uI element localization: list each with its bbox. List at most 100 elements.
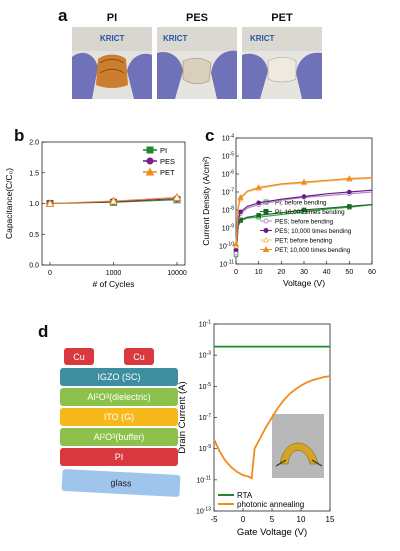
al2o3-buffer-layer: Al 2 O 3 (buffer): [60, 428, 178, 446]
igzo-layer: IGZO (SC): [60, 368, 178, 386]
chart-c-legend-label: PI; before bending: [275, 200, 327, 207]
chart-c-point: [301, 207, 307, 213]
photo-pet-bending: KRICT: [242, 27, 322, 99]
chart-c-ytick-label: 10-6: [222, 170, 234, 179]
chart-d-series-line: [213, 375, 331, 480]
chart-b-xtick-label: 1000: [106, 270, 122, 277]
chart-b-legend-label: PI: [160, 146, 167, 155]
chart-b-ytick-label: 0.0: [29, 263, 39, 270]
device-stack-diagram: Cu Cu IGZO (SC) Al 2 O 3 (dielectric) ITO (…: [60, 348, 190, 518]
pi-substrate-layer: PI: [60, 448, 178, 466]
chart-c-ylabel: Current Density (A/cm²): [201, 156, 211, 245]
panel-c-label: c: [205, 126, 215, 145]
al2o3-dielectric-layer: Al 2 O 3 (dielectric): [60, 388, 178, 406]
chart-d-ytick-label: 10-1: [199, 320, 211, 329]
chart-d-xtick-label: -5: [210, 515, 218, 524]
krict-logo-pes: KRICT: [163, 34, 188, 43]
chart-c-point: [256, 200, 261, 206]
chart-c-current-density: 10-11 10-10 10-9 10-8 10-7 10-6 10-5 10-4 0 10 20 3…: [201, 134, 376, 289]
chart-c-series-line: [235, 204, 373, 256]
photo-title-pi: PI: [106, 12, 118, 24]
chart-d-legend-label: RTA: [237, 491, 253, 500]
chart-b-ytick-label: 1.5: [29, 170, 39, 177]
chart-d-legend-label: photonic annealing: [237, 500, 304, 509]
chart-c-point: [233, 247, 239, 252]
chart-b-legend-label: PES: [160, 157, 175, 166]
cu-contact-left: Cu: [64, 348, 94, 365]
chart-b-legend-marker: [145, 167, 155, 176]
chart-c-xtick-label: 10: [255, 269, 263, 276]
photo-title-pes: PES: [185, 12, 208, 24]
chart-c-legend-label: PI; 10,000 times bending: [275, 209, 345, 216]
chart-c-point: [346, 175, 353, 181]
chart-c-ytick-label: 10-7: [222, 188, 234, 197]
chart-c-legend-label: PES; 10,000 times bending: [275, 228, 352, 235]
chart-c-xtick-label: 30: [300, 269, 308, 276]
chart-b-ytick-label: 1.0: [29, 201, 39, 208]
chart-b-ytick-label: 0.5: [29, 232, 39, 239]
chart-c-point: [233, 250, 239, 256]
chart-c-xtick-label: 20: [277, 269, 285, 276]
panel-b-label: b: [14, 126, 25, 145]
chart-b-xtick-label: 0: [48, 270, 52, 277]
chart-b-xtick-label: 10000: [167, 270, 187, 277]
chart-c-point: [347, 189, 352, 195]
chart-c-legend-marker: [262, 236, 270, 243]
chart-c-legend-marker: [262, 245, 270, 252]
chart-b-ylabel: Capacitance(C/C₀): [4, 168, 14, 239]
chart-c-legend-marker: [263, 218, 269, 224]
chart-c-ytick-label: 10-4: [222, 134, 234, 143]
chart-c-ytick-label: 10-10: [219, 242, 234, 251]
chart-d-ytick-label: 10-11: [196, 475, 211, 484]
krict-logo-pi: KRICT: [100, 34, 125, 43]
chart-b-legend-marker: [146, 157, 154, 165]
glass-label: glass: [110, 477, 132, 489]
chart-d-ytick-label: 10-9: [199, 444, 211, 453]
chart-b-legend-label: PET: [160, 168, 175, 177]
cu-contact-right: Cu: [124, 348, 154, 365]
chart-d-xtick-label: 15: [326, 515, 335, 524]
chart-d-ylabel: Drain Current (A): [177, 381, 188, 453]
chart-c-legend-label: PET; 10,000 times bending: [275, 247, 351, 254]
chart-c-legend-marker: [263, 209, 269, 214]
chart-d-ytick-label: 10-7: [199, 413, 211, 422]
chart-c-series-line: [235, 177, 373, 245]
chart-d-xtick-label: 0: [241, 515, 246, 524]
chart-b-ytick-label: 2.0: [29, 140, 39, 147]
chart-c-point: [237, 194, 244, 200]
chart-c-point: [232, 240, 240, 247]
chart-c-point: [256, 213, 261, 218]
chart-c-point: [255, 184, 262, 190]
chart-b-point: [109, 196, 118, 205]
chart-c-ytick-label: 10-8: [222, 206, 234, 215]
chart-c-xtick-label: 50: [345, 269, 353, 276]
chart-c-ytick-label: 10-5: [222, 152, 234, 161]
chart-c-point: [301, 194, 307, 199]
chart-c-point: [347, 204, 352, 209]
chart-c-xtick-label: 60: [368, 269, 376, 276]
chart-b-point: [172, 192, 182, 201]
glass-substrate: glass: [61, 468, 181, 498]
chart-d-ytick-label: 10-13: [196, 507, 211, 516]
ito-gate-layer: ITO (G): [60, 408, 178, 426]
chart-b-legend-marker: [146, 146, 154, 154]
chart-c-ytick-label: 10-11: [219, 260, 234, 269]
chart-c-xtick-label: 40: [323, 269, 331, 276]
photo-pi-bending: KRICT: [72, 27, 152, 99]
inset-probe-left: [275, 459, 287, 467]
chart-d-ytick-label: 10-3: [199, 351, 211, 360]
chart-c-xlabel: Voltage (V): [283, 278, 325, 288]
inset-photo-bent-device: [272, 414, 324, 478]
chart-d-xlabel: Gate Voltage (V): [237, 527, 307, 538]
chart-b-xlabel: # of Cycles: [92, 279, 134, 289]
chart-d-xtick-label: 10: [297, 515, 306, 524]
chart-c-legend-label: PET; before bending: [275, 238, 333, 245]
chart-c-legend-label: PES; before bending: [275, 219, 334, 226]
chart-c-point: [300, 178, 308, 185]
chart-c-point: [238, 209, 243, 215]
chart-c-legend-marker: [263, 228, 269, 233]
chart-c-xtick-label: 0: [234, 269, 238, 276]
inset-probe-right: [311, 459, 323, 467]
chart-d-ytick-label: 10-5: [199, 382, 211, 391]
chart-c-series-line: [235, 189, 373, 250]
